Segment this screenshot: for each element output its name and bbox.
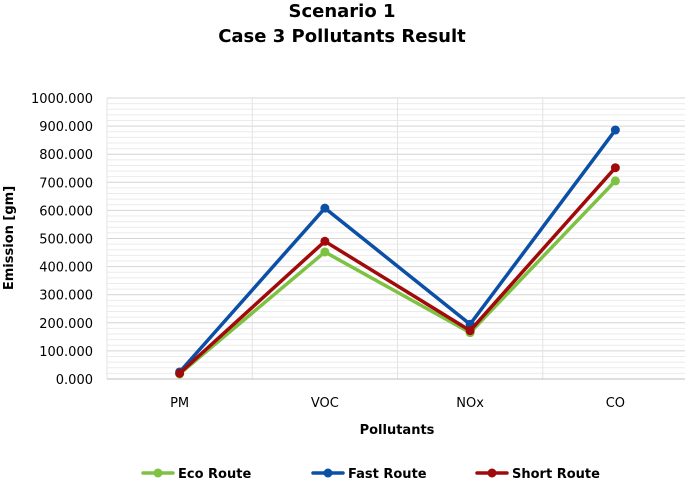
y-tick-label: 400.000: [39, 261, 93, 276]
legend-marker-eco-route: [153, 468, 163, 478]
legend-marker-short-route: [487, 468, 497, 478]
data-point-fast-route: [610, 125, 620, 135]
data-point-eco-route: [320, 247, 330, 257]
legend-label-eco-route: Eco Route: [178, 467, 251, 479]
y-tick-label: 600.000: [39, 204, 93, 219]
chart-title: Scenario 1: [288, 1, 395, 22]
y-tick-label: 0.000: [56, 373, 93, 388]
series-group: [175, 125, 620, 379]
y-tick-label: 100.000: [39, 345, 93, 360]
series-line-fast-route: [177, 128, 618, 374]
y-tick-label: 900.000: [39, 120, 93, 135]
y-tick-label: 700.000: [39, 176, 93, 191]
data-point-short-route: [610, 163, 620, 173]
data-point-fast-route: [320, 203, 330, 213]
x-tick-label: PM: [170, 396, 189, 411]
y-axis-ticks: 0.000 100.000 200.000 300.000 400.000 500.000…: [31, 92, 93, 388]
data-point-eco-route: [610, 176, 620, 186]
y-axis-title: Emission [gm]: [2, 186, 17, 290]
x-tick-label: NOx: [456, 396, 484, 411]
x-axis-title: Pollutants: [360, 423, 435, 438]
y-tick-label: 800.000: [39, 148, 93, 163]
x-tick-label: CO: [606, 396, 625, 411]
data-point-short-route: [175, 368, 185, 378]
legend-marker-fast-route: [323, 468, 333, 478]
data-point-short-route: [465, 326, 475, 336]
y-tick-label: 500.000: [39, 233, 93, 248]
legend: Eco Route Fast Route Short Route: [141, 467, 600, 479]
x-tick-label: VOC: [311, 396, 339, 411]
series-line-short-route: [177, 165, 618, 376]
series-line-eco-route: [177, 179, 618, 376]
legend-label-fast-route: Fast Route: [348, 467, 427, 479]
y-tick-label: 1000.000: [31, 92, 93, 107]
legend-label-short-route: Short Route: [512, 467, 600, 479]
y-tick-label: 300.000: [39, 289, 93, 304]
y-tick-label: 200.000: [39, 317, 93, 332]
gridlines: [106, 97, 685, 379]
chart-subtitle: Case 3 Pollutants Result: [218, 26, 466, 47]
x-axis-ticks: PM VOC NOx CO: [170, 396, 625, 411]
data-point-short-route: [320, 236, 330, 246]
